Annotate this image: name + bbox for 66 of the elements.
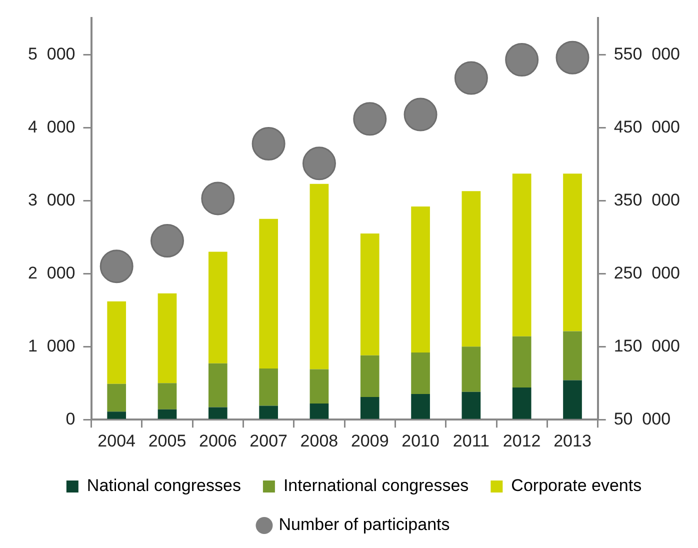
bar: [360, 233, 380, 356]
x-tick-label: 2013: [554, 431, 592, 450]
bar: [512, 387, 532, 419]
bar: [208, 407, 228, 419]
bar: [107, 412, 126, 419]
point: [201, 182, 235, 216]
point: [505, 43, 539, 77]
y2-tick-label: 550 000: [614, 44, 680, 64]
bar: [462, 392, 481, 419]
point: [302, 146, 336, 180]
bar: [563, 380, 582, 419]
y2-tick-label: 350 000: [614, 190, 680, 210]
bar: [158, 293, 177, 384]
point: [353, 102, 387, 136]
x-tick-label: 2009: [350, 431, 389, 450]
bar: [360, 355, 380, 397]
legend-label: Number of participants: [278, 515, 450, 534]
bar: [158, 383, 177, 410]
bar: [208, 363, 228, 408]
bar: [411, 206, 430, 352]
y-tick-label: 5 000: [28, 44, 76, 64]
point: [454, 61, 488, 95]
y-tick-label: 1 000: [28, 336, 76, 356]
y2-tick-label: 450 000: [614, 117, 680, 136]
point: [100, 250, 134, 284]
bar: [310, 369, 329, 404]
y2-tick-label: 150 000: [614, 336, 680, 356]
x-tick-label: 2011: [452, 431, 490, 450]
bar: [310, 184, 329, 370]
legend-label: International congresses: [283, 476, 469, 496]
bar: [107, 301, 126, 384]
bar: [411, 352, 430, 394]
bar: [259, 406, 278, 419]
x-tick-label: 2006: [198, 431, 237, 450]
point: [252, 126, 286, 160]
bar: [259, 368, 278, 406]
point: [404, 98, 438, 132]
y-tick-label: 3 000: [28, 190, 76, 210]
x-tick-label: 2008: [300, 431, 338, 450]
bar: [462, 346, 481, 392]
x-tick-label: 2012: [502, 431, 541, 450]
x-tick-label: 2005: [148, 431, 186, 450]
legend-label: National congresses: [86, 476, 241, 496]
bar: [462, 191, 481, 347]
y-tick-label: 0: [66, 409, 76, 428]
y-tick-label: 4 000: [28, 117, 76, 136]
bar: [310, 404, 329, 419]
bar: [107, 384, 126, 412]
y2-tick-label: 50 000: [614, 409, 671, 428]
bar: [512, 174, 532, 336]
bar: [208, 252, 228, 364]
bar: [512, 336, 532, 388]
x-tick-label: 2004: [98, 431, 136, 450]
bar: [563, 174, 582, 332]
bar: [259, 218, 278, 369]
y-tick-label: 2 000: [28, 263, 76, 282]
bar: [360, 396, 380, 419]
point: [556, 40, 590, 74]
bar: [411, 394, 430, 419]
bar: [158, 409, 177, 419]
bar: [563, 331, 582, 380]
point: [150, 224, 184, 258]
y2-tick-label: 250 000: [614, 263, 680, 282]
x-tick-label: 2007: [250, 431, 288, 450]
x-tick-label: 2010: [402, 431, 440, 450]
legend-label: Corporate events: [511, 476, 642, 496]
